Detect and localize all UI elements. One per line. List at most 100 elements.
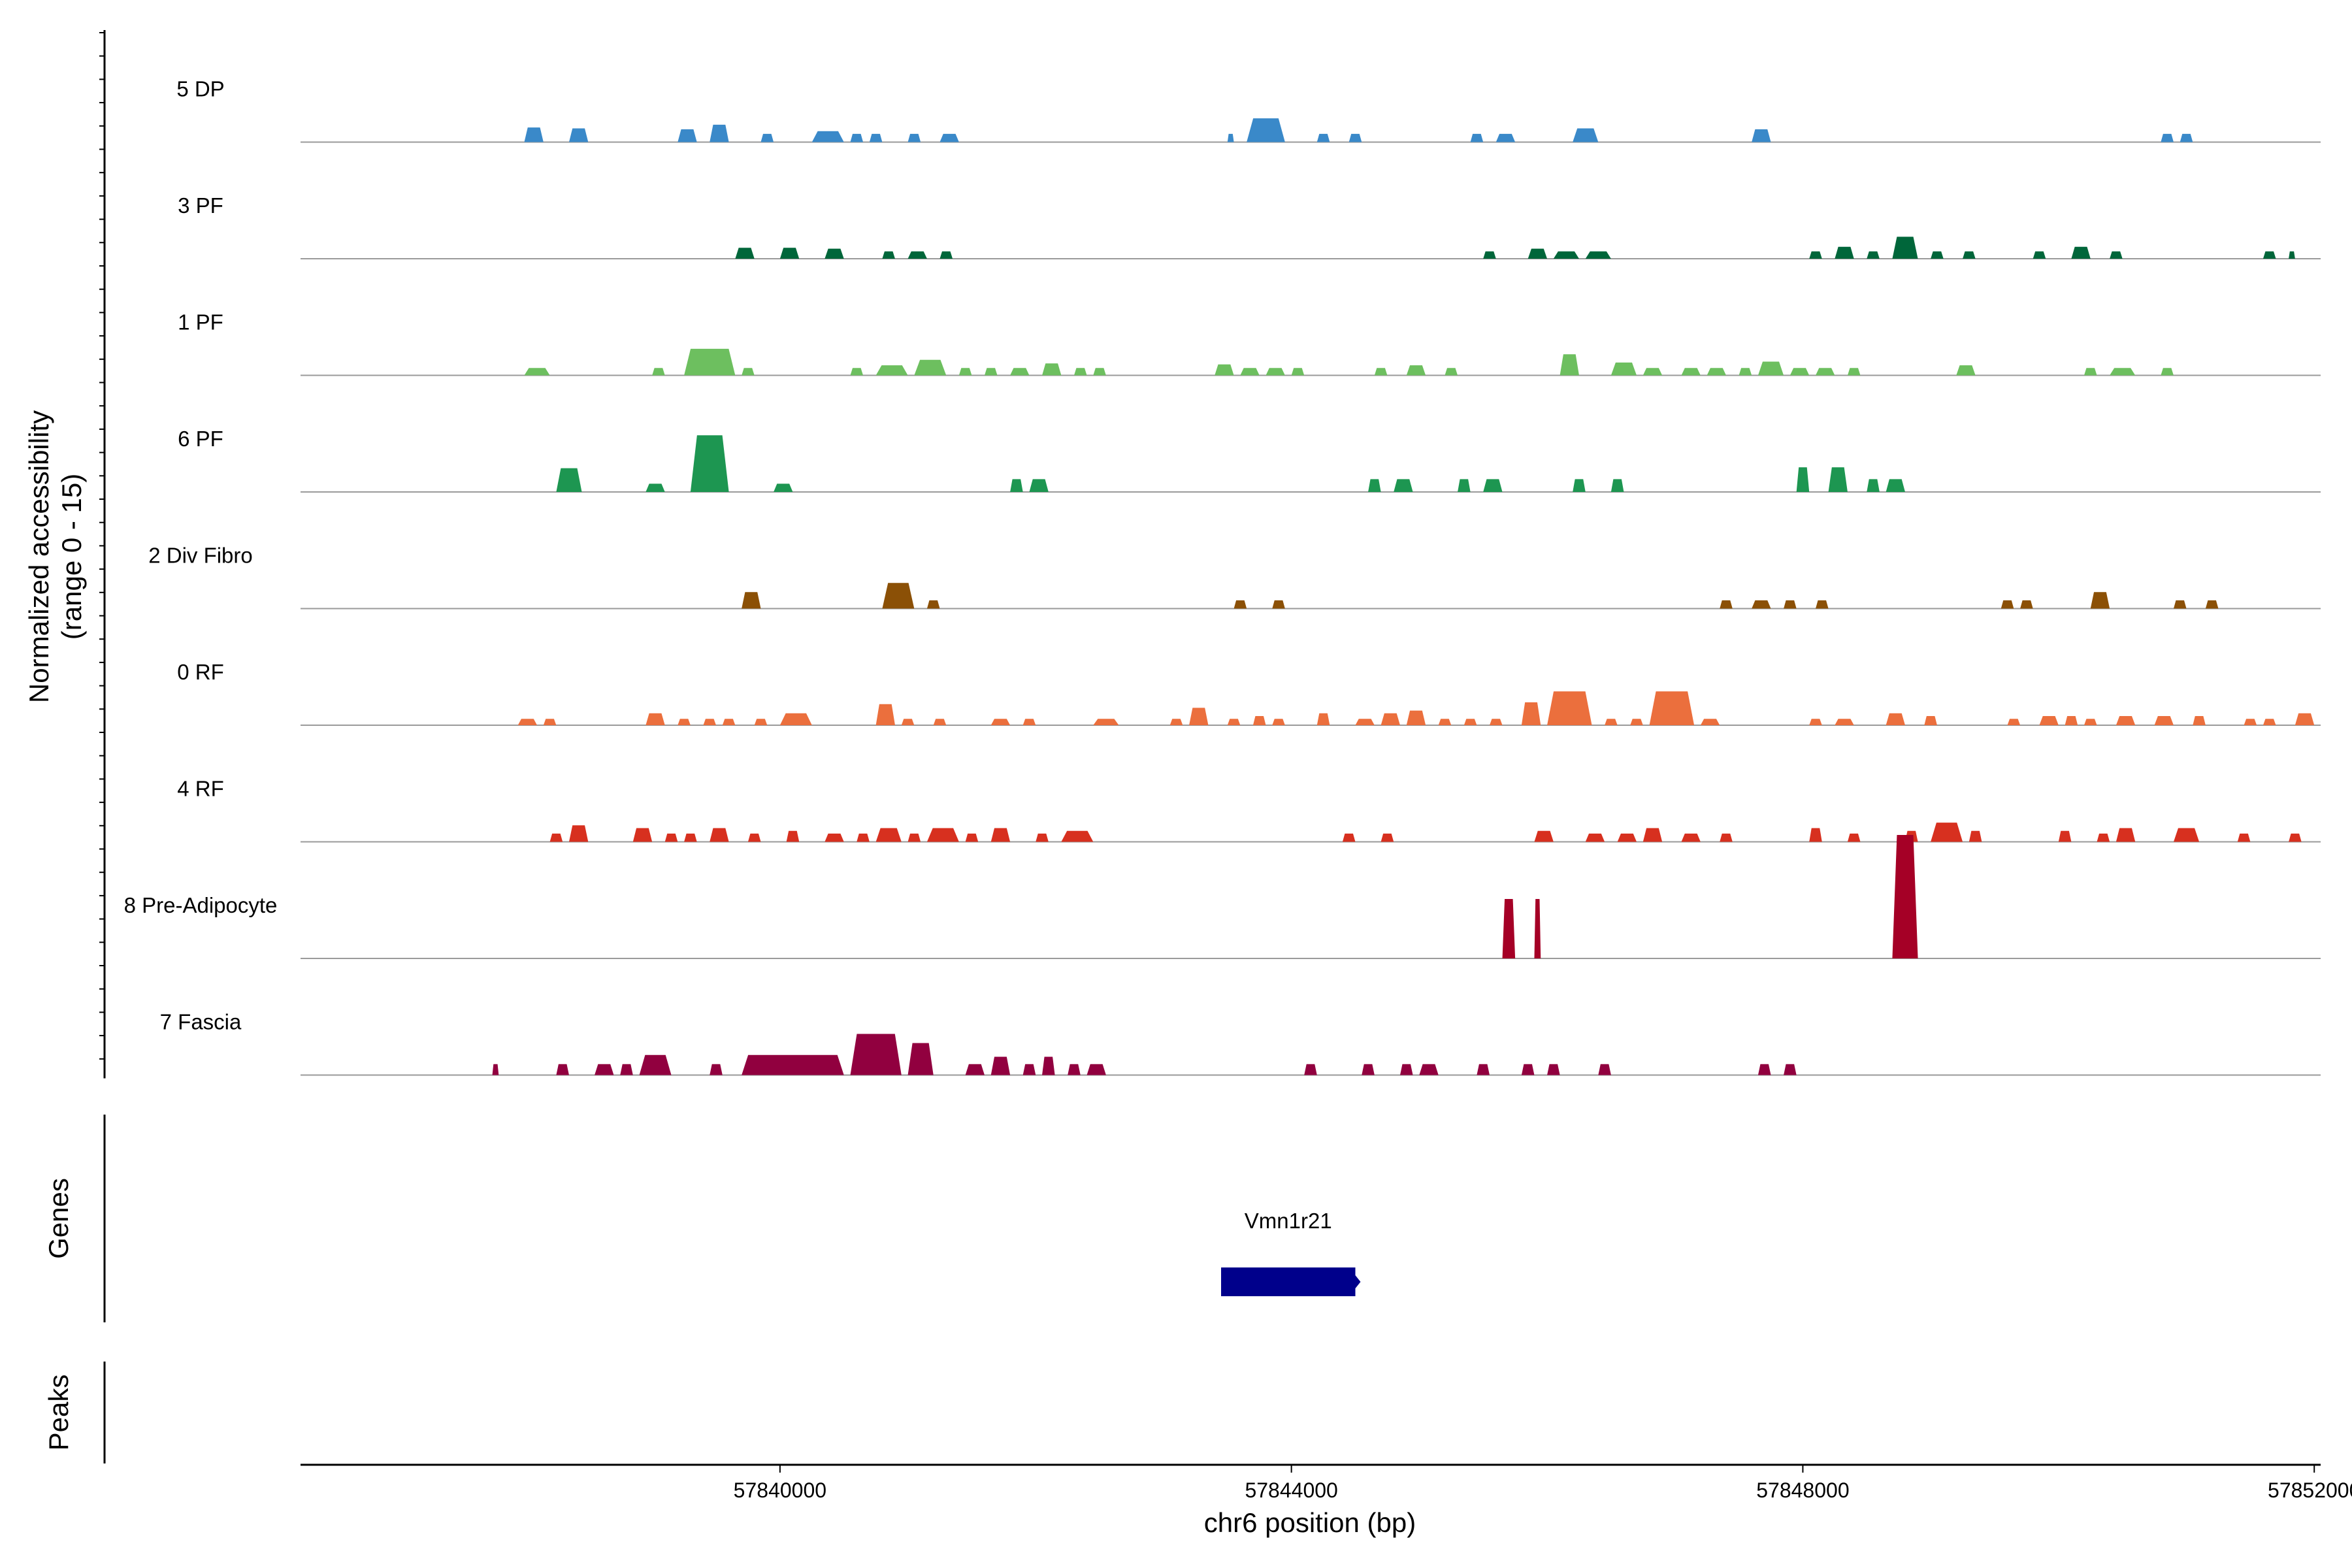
coverage-peak <box>1847 833 1861 842</box>
coverage-peak <box>926 828 959 842</box>
genes-axis-label: Genes <box>43 1178 74 1259</box>
coverage-peak <box>1477 1064 1490 1075</box>
coverage-peak <box>907 1043 934 1075</box>
coverage-peak <box>1809 719 1822 725</box>
coverage-peak <box>2289 251 2295 259</box>
track-label: 1 PF <box>178 310 223 335</box>
coverage-peak <box>1752 600 1771 609</box>
coverage-peak <box>492 1064 499 1075</box>
coverage-peak <box>645 483 665 492</box>
track-label: 0 RF <box>177 660 224 684</box>
x-tick-label: 57848000 <box>1756 1478 1849 1502</box>
coverage-peak <box>2180 133 2193 142</box>
track-label: 6 PF <box>178 427 223 451</box>
coverage-peak <box>2161 368 2174 376</box>
coverage-peak <box>678 719 691 725</box>
coverage-peak <box>1022 719 1036 725</box>
coverage-peak <box>684 348 736 376</box>
coverage-peak <box>1784 1064 1797 1075</box>
coverage-peak <box>664 833 678 842</box>
track-label: 4 RF <box>177 777 224 801</box>
axes: Normalized accessibility(range 0 - 15) 57… <box>24 30 2352 1538</box>
coverage-peak <box>825 833 844 842</box>
coverage-peak <box>907 251 927 259</box>
coverage-peak <box>857 833 870 842</box>
coverage-tracks <box>301 118 2321 1076</box>
coverage-peak <box>882 251 895 259</box>
coverage-peak <box>1610 362 1637 376</box>
coverage-peak <box>779 248 800 259</box>
coverage-peak <box>1547 1064 1560 1075</box>
coverage-peak <box>645 713 665 725</box>
coverage-peak <box>1598 1064 1611 1075</box>
coverage-peak <box>549 833 563 842</box>
coverage-peak <box>722 719 736 725</box>
coverage-peak <box>933 719 947 725</box>
coverage-peak <box>825 248 844 259</box>
coverage-peak <box>524 127 544 142</box>
coverage-peak <box>1438 719 1452 725</box>
coverage-peak <box>1585 833 1605 842</box>
coverage-peak <box>2039 716 2059 725</box>
coverage-peak <box>1642 368 1663 376</box>
coverage-peak <box>2065 716 2078 725</box>
coverage-peak <box>1816 368 1835 376</box>
coverage-peak <box>774 483 793 492</box>
coverage-peak <box>1061 830 1094 842</box>
coverage-peak <box>1470 133 1484 142</box>
coverage-peak <box>965 833 979 842</box>
coverage-peak <box>703 719 717 725</box>
coverage-peak <box>779 713 812 725</box>
coverage-peak <box>1867 251 1880 259</box>
coverage-peak <box>1757 361 1784 376</box>
coverage-peak <box>742 1054 844 1075</box>
coverage-peak <box>1867 479 1880 492</box>
coverage-peak <box>524 368 550 376</box>
coverage-peak <box>914 359 947 376</box>
coverage-peak <box>684 833 697 842</box>
x-tick-label: 57852000 <box>2268 1478 2352 1502</box>
coverage-peak <box>1272 719 1285 725</box>
coverage-peak <box>2110 251 2123 259</box>
coverage-peak <box>850 1034 902 1075</box>
coverage-peak <box>2001 600 2014 609</box>
peaks-axis-label: Peaks <box>43 1375 74 1451</box>
coverage-peak <box>639 1054 672 1075</box>
coverage-peak <box>1093 368 1106 376</box>
coverage-peak <box>990 828 1011 842</box>
coverage-peak <box>1233 600 1247 609</box>
coverage-peak <box>939 251 953 259</box>
coverage-peak <box>1042 363 1062 376</box>
track-label: 2 Div Fibro <box>148 544 253 568</box>
coverage-peak <box>735 248 755 259</box>
gene-track: Genes Vmn1r21 <box>43 1115 1361 1322</box>
track-label: 3 PF <box>178 193 223 218</box>
coverage-peak <box>786 830 800 842</box>
y-axis-label: Normalized accessibility(range 0 - 15) <box>24 410 87 703</box>
coverage-peak <box>1068 1064 1081 1075</box>
coverage-peak <box>1368 479 1381 492</box>
coverage-peak <box>907 133 921 142</box>
coverage-peak <box>1266 368 1285 376</box>
coverage-peak <box>710 828 729 842</box>
coverage-peak <box>1022 1064 1036 1075</box>
coverage-peak <box>1553 251 1579 259</box>
coverage-peak <box>1886 713 1905 725</box>
coverage-peak <box>869 133 883 142</box>
coverage-peak <box>1374 368 1388 376</box>
coverage-peak <box>1502 899 1516 958</box>
coverage-peak <box>652 368 665 376</box>
coverage-peak <box>1828 467 1848 492</box>
coverage-peak <box>1316 133 1330 142</box>
coverage-peak <box>568 825 589 842</box>
coverage-peak <box>2154 716 2174 725</box>
coverage-peak <box>875 704 895 725</box>
coverage-peak <box>2020 600 2033 609</box>
coverage-peak <box>1227 133 1234 142</box>
coverage-peak <box>875 828 902 842</box>
coverage-peak <box>1700 719 1720 725</box>
coverage-peak <box>2097 833 2110 842</box>
coverage-peak <box>1816 600 1829 609</box>
coverage-peak <box>1617 833 1637 842</box>
